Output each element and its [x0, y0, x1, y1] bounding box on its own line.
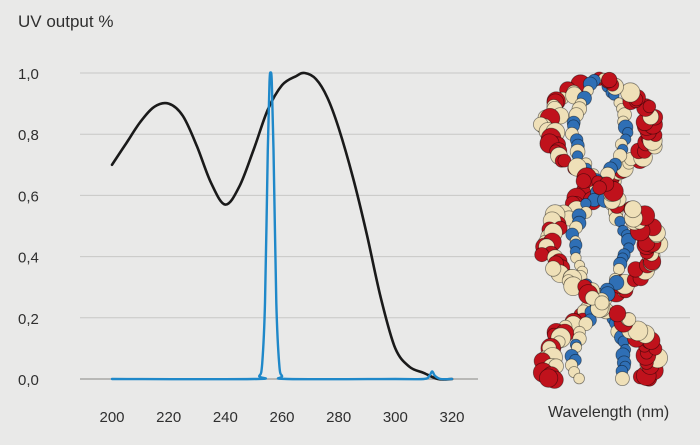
series-line-black — [110, 71, 454, 381]
series-lines — [110, 71, 454, 381]
y-tick-label: 0,6 — [18, 188, 39, 205]
y-axis-label: UV output % — [18, 12, 114, 31]
dna-atom — [575, 173, 592, 190]
dna-atom — [608, 304, 627, 323]
x-tick-label: 320 — [439, 409, 464, 426]
y-tick-label: 0,8 — [18, 127, 39, 144]
x-tick-label: 240 — [213, 409, 238, 426]
x-axis-label: Wavelength (nm) — [548, 404, 670, 421]
x-tick-label: 260 — [269, 409, 294, 426]
x-tick-label: 280 — [326, 409, 351, 426]
x-tick-label: 300 — [383, 409, 408, 426]
x-tick-label: 220 — [156, 409, 181, 426]
dna-atom — [538, 368, 559, 388]
series-line-blue — [110, 71, 454, 381]
dna-atom — [534, 247, 550, 263]
y-tick-label: 0,4 — [18, 250, 39, 267]
dna-atom — [642, 99, 657, 114]
dna-atom — [594, 295, 610, 311]
dna-atom — [545, 260, 562, 277]
dna-atom — [601, 71, 618, 89]
y-tick-label: 1,0 — [18, 66, 39, 83]
dna-atom — [615, 371, 630, 387]
dna-atom — [624, 200, 642, 219]
x-tick-label: 200 — [99, 409, 124, 426]
dna-helix-image — [532, 71, 669, 389]
dna-atom — [613, 263, 626, 276]
y-tick-label: 0,2 — [18, 311, 39, 328]
dna-atom — [557, 153, 572, 168]
tick-labels: 0,0 0,2 0,4 0,6 0,8 1,0 200 220 240 260 280 300 320 — [18, 66, 465, 426]
dna-atom — [573, 372, 585, 385]
dna-atom — [592, 180, 607, 196]
y-tick-label: 0,0 — [18, 372, 39, 389]
